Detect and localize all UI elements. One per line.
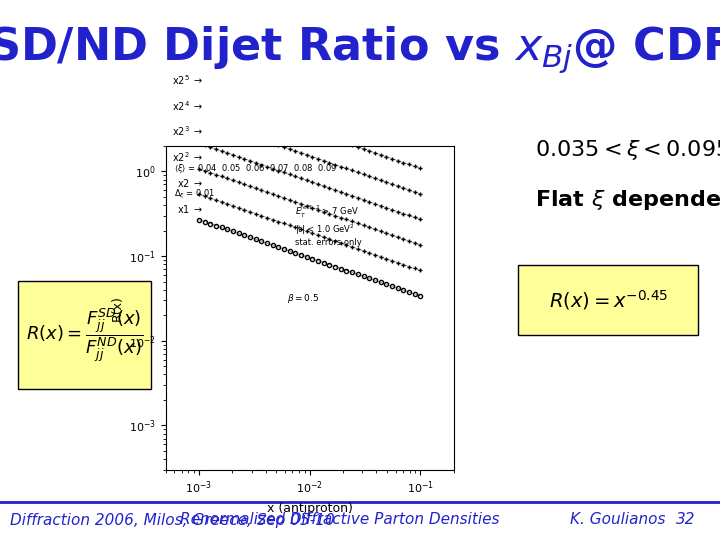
Text: Diffraction 2006, Milos, Greece, Sep 05-10: Diffraction 2006, Milos, Greece, Sep 05-… [10,512,335,528]
Text: Flat $\xi$ dependence: Flat $\xi$ dependence [535,188,720,212]
Text: $\beta = 0.5$: $\beta = 0.5$ [287,292,319,305]
Text: $0.035 < \xi < 0.095$: $0.035 < \xi < 0.095$ [535,138,720,162]
Text: $\Delta_\xi$ = 0.01: $\Delta_\xi$ = 0.01 [174,188,216,201]
Text: 32: 32 [675,512,695,528]
Text: SD/ND Dijet Ratio vs $x_{Bj}$@ CDF: SD/ND Dijet Ratio vs $x_{Bj}$@ CDF [0,24,720,76]
FancyBboxPatch shape [18,281,151,389]
Text: x2 $\rightarrow$: x2 $\rightarrow$ [177,177,204,189]
FancyBboxPatch shape [518,265,698,335]
Text: K. Goulianos: K. Goulianos [570,512,665,528]
Text: $R(x) = \dfrac{F_{jj}^{SD}(x)}{F_{jj}^{ND}(x)}$: $R(x) = \dfrac{F_{jj}^{SD}(x)}{F_{jj}^{N… [26,306,143,364]
Text: $\langle\xi\rangle$ = 0.04  0.05  0.06  0.07  0.08  0.09: $\langle\xi\rangle$ = 0.04 0.05 0.06 0.0… [174,162,338,175]
Text: Renormalized Diffractive Parton Densities: Renormalized Diffractive Parton Densitie… [180,512,500,528]
Text: $R(x) = x^{-0.45}$: $R(x) = x^{-0.45}$ [549,288,668,312]
Y-axis label: R(x): R(x) [110,295,123,321]
Text: x2$^3$ $\rightarrow$: x2$^3$ $\rightarrow$ [172,124,204,138]
Text: x2$^4$ $\rightarrow$: x2$^4$ $\rightarrow$ [172,99,204,112]
Text: x2$^2$ $\rightarrow$: x2$^2$ $\rightarrow$ [172,150,204,164]
Text: $E_T^{jet1,2}$ > 7 GeV
|t| < 1.0 GeV$^2$
stat. errors only: $E_T^{jet1,2}$ > 7 GeV |t| < 1.0 GeV$^2$… [295,204,362,247]
X-axis label: x (antiproton): x (antiproton) [266,502,353,515]
Text: x2$^5$ $\rightarrow$: x2$^5$ $\rightarrow$ [172,73,204,87]
Text: x1 $\rightarrow$: x1 $\rightarrow$ [177,202,204,214]
